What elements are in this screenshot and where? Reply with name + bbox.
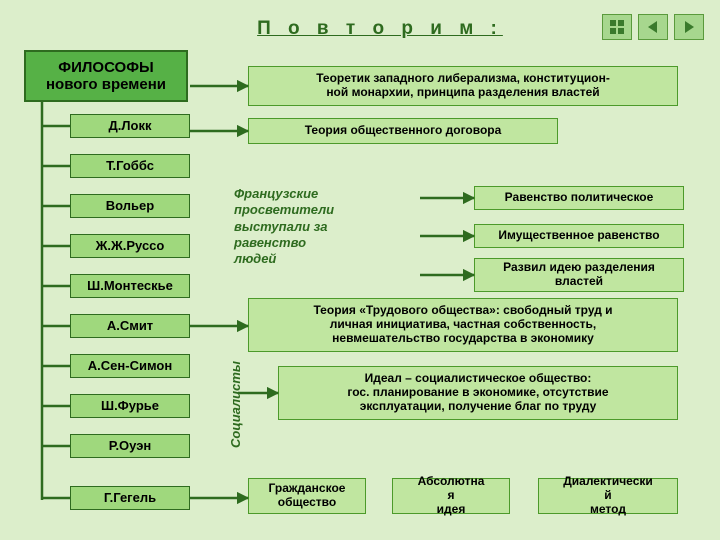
desc-d_eq_prop: Имущественное равенство <box>474 224 684 248</box>
philosopher-fourier: Ш.Фурье <box>70 394 190 418</box>
desc-d_sep: Развил идею разделения властей <box>474 258 684 292</box>
desc-d_dial: Диалектически й метод <box>538 478 678 514</box>
desc-d_civ: Гражданское общество <box>248 478 366 514</box>
note-french: Французские просветители выступали за ра… <box>234 186 394 267</box>
philosopher-locke: Д.Локк <box>70 114 190 138</box>
philosopher-rousseau: Ж.Ж.Руссо <box>70 234 190 258</box>
philosopher-hegel: Г.Гегель <box>70 486 190 510</box>
slide-root: П о в т о р и м : ФИЛОСОФЫ нового времени… <box>0 0 720 540</box>
philosopher-voltaire: Вольер <box>70 194 190 218</box>
slide-title: П о в т о р и м : <box>230 18 530 40</box>
philosopher-saintsimon: А.Сен-Симон <box>70 354 190 378</box>
philosopher-hobbes: Т.Гоббс <box>70 154 190 178</box>
desc-d_locke: Теоретик западного либерализма, конститу… <box>248 66 678 106</box>
desc-d_eq_pol: Равенство политическое <box>474 186 684 210</box>
nav-grid[interactable] <box>602 14 632 40</box>
desc-d_soc: Идеал – социалистическое общество: гос. … <box>278 366 678 420</box>
note-socialists: Социалисты <box>228 361 243 448</box>
nav-prev[interactable] <box>638 14 668 40</box>
desc-d_smith: Теория «Трудового общества»: свободный т… <box>248 298 678 352</box>
philosopher-montesquieu: Ш.Монтескье <box>70 274 190 298</box>
desc-d_hobbes: Теория общественного договора <box>248 118 558 144</box>
philosopher-owen: Р.Оуэн <box>70 434 190 458</box>
philosopher-smith: А.Смит <box>70 314 190 338</box>
desc-d_abs: Абсолютна я идея <box>392 478 510 514</box>
nav-next[interactable] <box>674 14 704 40</box>
main-box: ФИЛОСОФЫ нового времени <box>24 50 188 102</box>
